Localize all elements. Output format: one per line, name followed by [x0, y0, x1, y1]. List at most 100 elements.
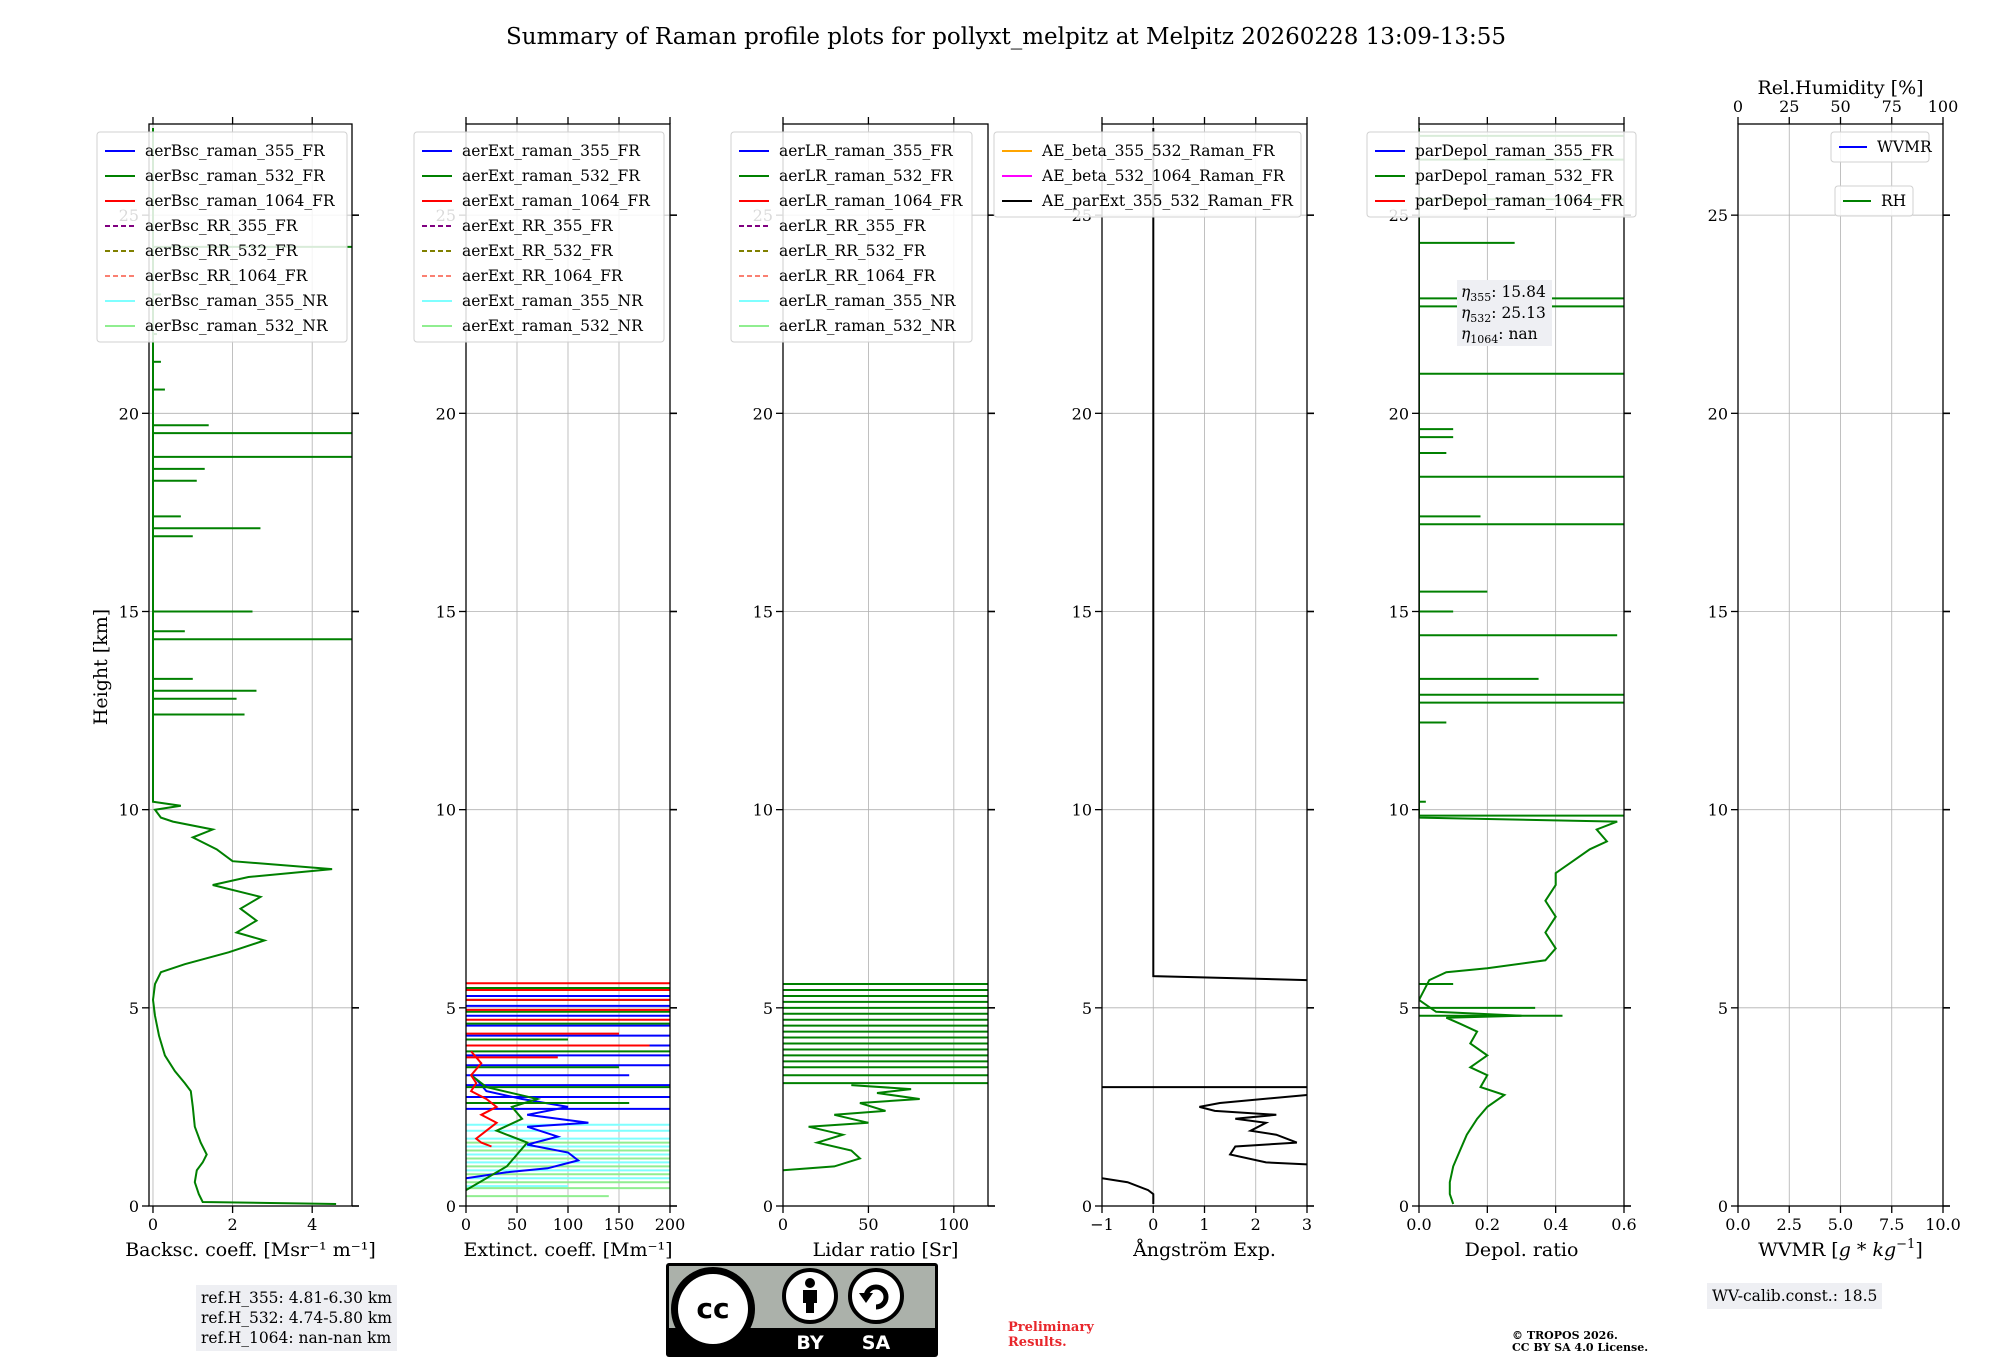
wv-ytick-label-2: 10: [1708, 801, 1728, 820]
lr-legend-label-6: aerLR_raman_355_NR: [779, 292, 957, 310]
lr-legend-label-2: aerLR_raman_1064_FR: [779, 192, 964, 210]
lr-xtick-label-2: 100: [939, 1215, 970, 1234]
ext-legend-label-0: aerExt_raman_355_FR: [462, 142, 641, 160]
bsc-legend-label-5: aerBsc_RR_1064_FR: [145, 267, 309, 285]
depol-xtick-label-3: 0.6: [1611, 1215, 1636, 1234]
ext-legend-label-1: aerExt_raman_532_FR: [462, 167, 641, 185]
ext-legend-box: [413, 131, 665, 343]
y-axis-label: Height [km]: [90, 609, 112, 725]
panel-ae: −101230510152025Ångström Exp.AE_beta_355…: [993, 117, 1314, 1261]
ext-ytick-label-4: 20: [436, 404, 456, 423]
lr-legend-label-0: aerLR_raman_355_FR: [779, 142, 954, 160]
ext-series-aerExt_raman_532_FR-line: [466, 1074, 542, 1191]
wv-ytick-label-1: 5: [1718, 999, 1728, 1018]
bsc-ytick-label-3: 15: [119, 602, 139, 621]
preliminary-line-2: Results.: [1008, 1335, 1067, 1350]
ae-legend-label-0: AE_beta_355_532_Raman_FR: [1041, 142, 1276, 160]
depol-data: [1419, 128, 1624, 1205]
wv-legend-box-0: [1830, 131, 1930, 163]
bsc-series-aerBsc_raman_532_FR-line: [151, 128, 337, 1205]
ext-series-aerExt_raman_355_FR-line: [466, 1078, 589, 1180]
cc-by-sa-logo: cc BY SA: [666, 1263, 938, 1357]
ae-legend-label-1: AE_beta_532_1064_Raman_FR: [1041, 167, 1286, 185]
bsc-legend-label-6: aerBsc_raman_355_NR: [145, 292, 329, 310]
ext-xtick-label-4: 200: [655, 1215, 686, 1234]
depol-series-parDepol_raman_532_FR-line: [1419, 128, 1618, 1205]
bsc-ytick-label-4: 20: [119, 404, 139, 423]
lr-ytick-label-2: 10: [753, 801, 773, 820]
ae-ytick-label-3: 15: [1072, 602, 1092, 621]
bsc-xtick-label-0: 0: [148, 1215, 158, 1234]
ext-legend-label-4: aerExt_RR_532_FR: [462, 242, 614, 260]
bsc-data: [151, 128, 352, 1205]
ext-legend-label-7: aerExt_raman_532_NR: [462, 317, 644, 335]
ext-ytick-label-2: 10: [436, 801, 456, 820]
wv-top-tick-label-4: 100: [1928, 97, 1959, 116]
ext-data: [466, 982, 670, 1198]
ae-xtick-label-2: 1: [1199, 1215, 1209, 1234]
bsc-xtick-label-2: 4: [307, 1215, 317, 1234]
wv-ytick-label-3: 15: [1708, 602, 1728, 621]
lr-legend-box: [730, 131, 973, 343]
lr-xtick-label-0: 0: [778, 1215, 788, 1234]
depol-legend-box: [1366, 131, 1637, 218]
wv-legend-box-1: [1834, 185, 1914, 217]
ae-legend-box: [993, 131, 1302, 218]
bsc-ytick-label-2: 10: [119, 801, 139, 820]
lr-xtick-label-1: 50: [858, 1215, 878, 1234]
ref-height-355: ref.H_355: 4.81-6.30 km: [201, 1289, 392, 1307]
ext-ytick-label-1: 5: [446, 999, 456, 1018]
ext-legend: aerExt_raman_355_FR aerExt_raman_532_FRae…: [413, 131, 665, 343]
ae-ytick-label-1: 5: [1082, 999, 1092, 1018]
copyright-line-1: © TROPOS 2026.: [1512, 1329, 1618, 1342]
bsc-legend-box: [96, 131, 348, 343]
depol-xlabel: Depol. ratio: [1465, 1239, 1579, 1261]
bsc-legend-label-2: aerBsc_raman_1064_FR: [145, 192, 336, 210]
wv-xtick-label-4: 10.0: [1925, 1215, 1961, 1234]
depol-legend: parDepol_raman_355_FR parDepol_raman_532_…: [1366, 131, 1637, 218]
lr-xlabel: Lidar ratio [Sr]: [813, 1239, 959, 1261]
bsc-legend: aerBsc_raman_355_FR aerBsc_raman_532_FRae…: [96, 131, 348, 343]
wv-xlabel: WVMR [g * kg−1]: [1758, 1237, 1922, 1261]
panel-wv: 0.0 2.5 5.0 7.5 10.0 0 5 10 15 20 25 0 25 50 75 100 Rel.…: [1708, 77, 1961, 1261]
ae-data: [1102, 128, 1307, 1204]
wv-top-tick-label-0: 0: [1733, 97, 1743, 116]
wv-calibration-box: WV-calib.const.: 18.5: [1707, 1283, 1883, 1309]
bsc-frame: [148, 123, 353, 1207]
ae-xtick-label-0: −1: [1090, 1215, 1114, 1234]
bsc-legend-label-0: aerBsc_raman_355_FR: [145, 142, 326, 160]
depol-legend-label-2: parDepol_raman_1064_FR: [1415, 192, 1624, 210]
lr-data: [783, 983, 988, 1172]
lr-legend-label-7: aerLR_raman_532_NR: [779, 317, 957, 335]
wv-legend-label-1: RH: [1881, 192, 1906, 210]
bsc-legend-label-3: aerBsc_RR_355_FR: [145, 217, 299, 235]
lr-legend: aerLR_raman_355_FR aerLR_raman_532_FR aerL…: [730, 131, 973, 343]
lr-legend-label-5: aerLR_RR_1064_FR: [779, 267, 937, 285]
bsc-ytick-label-0: 0: [129, 1197, 139, 1216]
preliminary-results-note: Preliminary Results.: [1008, 1320, 1094, 1350]
lr-ytick-label-0: 0: [763, 1197, 773, 1216]
depol-ytick-label-4: 20: [1389, 404, 1409, 423]
ae-series-AE_parExt_355_532_Raman_FR-part-2: [1152, 128, 1307, 982]
depol-xtick-label-0: 0.0: [1406, 1215, 1431, 1234]
bsc-legend-label-4: aerBsc_RR_532_FR: [145, 242, 299, 260]
cc-by-text: BY: [796, 1332, 823, 1354]
preliminary-line-1: Preliminary: [1008, 1320, 1094, 1335]
wv-xtick-label-0: 0.0: [1725, 1215, 1750, 1234]
depol-frame: [1418, 123, 1625, 1207]
wv-legend-0: WVMR: [1830, 131, 1933, 163]
wv-top-tick-label-3: 75: [1882, 97, 1902, 116]
ref-height-532: ref.H_532: 4.74-5.80 km: [201, 1309, 392, 1327]
ext-ytick-label-0: 0: [446, 1197, 456, 1216]
bsc-xtick-label-1: 2: [227, 1215, 237, 1234]
cc-sa-text: SA: [862, 1332, 891, 1354]
figure-title: Summary of Raman profile plots for polly…: [506, 24, 1506, 50]
wv-xtick-label-2: 5.0: [1828, 1215, 1853, 1234]
wv-ytick-label-4: 20: [1708, 404, 1728, 423]
ref-height-1064: ref.H_1064: nan-nan km: [201, 1329, 392, 1347]
panel-ext: 0501001502000510152025Extinct. coeff. [M…: [413, 117, 686, 1261]
wv-ytick-label-5: 25: [1708, 206, 1728, 225]
copyright-note: © TROPOS 2026. CC BY SA 4.0 License.: [1512, 1330, 1648, 1354]
